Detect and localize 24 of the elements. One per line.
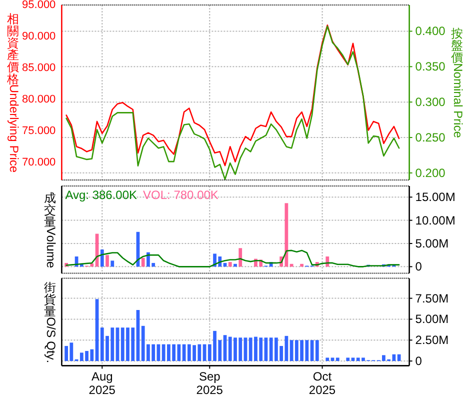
y-tick-label: 0 — [415, 354, 422, 368]
y2-tick-label: 0.300 — [415, 95, 446, 110]
y-tick-label: 0 — [415, 260, 422, 274]
y2-tick-label: 0.400 — [415, 24, 446, 38]
text: VOL: 780.00K — [143, 188, 218, 202]
y-tick-label: 10.00M — [415, 213, 456, 228]
y-tick-label: 70.000 — [22, 156, 56, 168]
x-tick-label: Sep 2025 — [196, 370, 224, 398]
y-tick-label: 15.00M — [415, 190, 456, 204]
x-tick-label: Aug 2025 — [88, 370, 116, 398]
y-tick-label: 75.000 — [22, 124, 56, 137]
y-tick-label: 95.000 — [22, 0, 56, 11]
y-tick-label: 5.00M — [415, 236, 449, 250]
y-tick-label: 2.50M — [415, 333, 449, 348]
y2-tick-label: 0.200 — [415, 166, 446, 180]
y2-tick-label: 0.250 — [415, 130, 446, 144]
y-tick-label: 90.000 — [22, 30, 56, 42]
y-tick-label: 85.000 — [22, 62, 56, 74]
y-tick-label: 7.50M — [415, 291, 449, 306]
y-tick-label: 5.00M — [415, 312, 449, 326]
y-tick-label: 80.000 — [22, 93, 56, 106]
x-tick-label: Oct 2025 — [308, 370, 336, 398]
text: Avg: 386.00K — [65, 188, 138, 202]
y2-tick-label: 0.350 — [415, 60, 446, 74]
